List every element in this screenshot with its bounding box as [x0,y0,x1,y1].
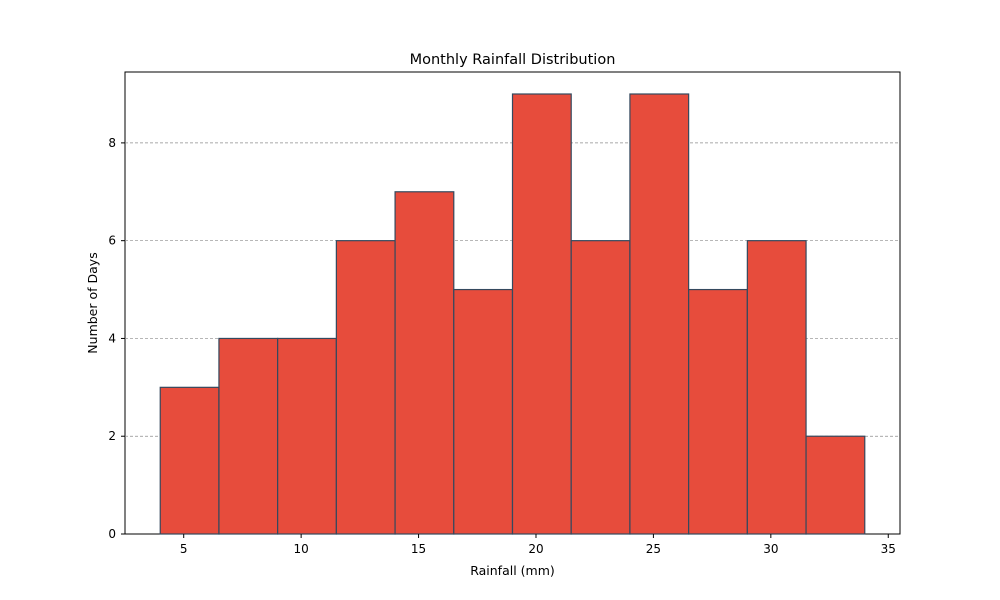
chart-title: Monthly Rainfall Distribution [410,52,616,68]
histogram-bar-4 [335,240,396,535]
histogram-bar-2 [218,337,279,535]
y-tick-label-0: 0 [108,527,116,541]
histogram-bar-12 [805,435,866,535]
plot-layer: 5 10 15 20 25 30 35 0 2 4 6 8 [108,71,901,556]
y-axis: 0 2 4 6 8 [108,136,125,541]
y-tick-label-8: 8 [108,136,116,150]
histogram-bar-7 [511,93,572,535]
histogram-bar-11 [746,240,807,535]
x-tick-label-10: 10 [293,542,308,556]
y-tick-label-2: 2 [108,429,116,443]
x-tick-label-15: 15 [411,542,426,556]
histogram-bar-8 [570,240,631,535]
histogram-bar-6 [453,288,514,535]
histogram-bars [159,93,866,535]
y-tick-label-4: 4 [108,331,116,345]
x-axis-label: Rainfall (mm) [470,563,555,578]
histogram-bar-10 [688,288,748,535]
y-axis-label: Number of Days [85,252,100,353]
x-tick-label-20: 20 [528,542,543,556]
x-axis: 5 10 15 20 25 30 35 [180,534,896,556]
histogram-bar-1 [159,386,220,535]
histogram-bar-3 [277,337,337,535]
histogram-bar-9 [629,93,690,535]
histogram-bar-5 [394,191,455,535]
y-tick-label-6: 6 [108,234,116,248]
x-tick-label-35: 35 [881,542,896,556]
x-tick-label-25: 25 [646,542,661,556]
x-tick-label-5: 5 [180,542,188,556]
x-tick-label-30: 30 [763,542,778,556]
